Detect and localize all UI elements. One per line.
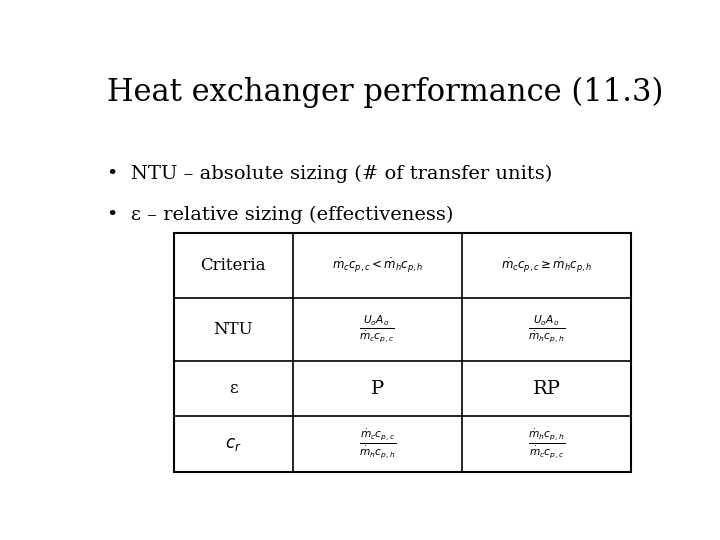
Text: $\frac{U_o A_o}{\dot{m}_h c_{p,h}}$: $\frac{U_o A_o}{\dot{m}_h c_{p,h}}$: [528, 314, 565, 345]
Text: $\dot{m}_c c_{p,c} \geq \dot{m}_h c_{p,h}$: $\dot{m}_c c_{p,c} \geq \dot{m}_h c_{p,h…: [501, 256, 593, 275]
Text: •  ε – relative sizing (effectiveness): • ε – relative sizing (effectiveness): [107, 206, 453, 225]
Text: RP: RP: [533, 380, 561, 397]
Text: Criteria: Criteria: [200, 257, 266, 274]
Text: $\frac{\dot{m}_c c_{p,c}}{\dot{m}_h c_{p,h}}$: $\frac{\dot{m}_c c_{p,c}}{\dot{m}_h c_{p…: [359, 427, 396, 461]
Text: •  NTU – absolute sizing (# of transfer units): • NTU – absolute sizing (# of transfer u…: [107, 165, 552, 183]
Bar: [174, 233, 631, 472]
Text: $\frac{\dot{m}_h c_{p,h}}{\dot{m}_c c_{p,c}}$: $\frac{\dot{m}_h c_{p,h}}{\dot{m}_c c_{p…: [528, 427, 565, 461]
Text: $c_r$: $c_r$: [225, 436, 241, 453]
Text: P: P: [371, 380, 384, 397]
Text: $\dot{m}_c c_{p,c} < \dot{m}_h c_{p,h}$: $\dot{m}_c c_{p,c} < \dot{m}_h c_{p,h}$: [332, 256, 423, 275]
Text: $\frac{U_o A_o}{\dot{m}_c c_{p,c}}$: $\frac{U_o A_o}{\dot{m}_c c_{p,c}}$: [359, 314, 395, 345]
Text: Heat exchanger performance (11.3): Heat exchanger performance (11.3): [107, 77, 663, 109]
Text: ε: ε: [229, 380, 238, 397]
Text: NTU: NTU: [213, 321, 253, 338]
